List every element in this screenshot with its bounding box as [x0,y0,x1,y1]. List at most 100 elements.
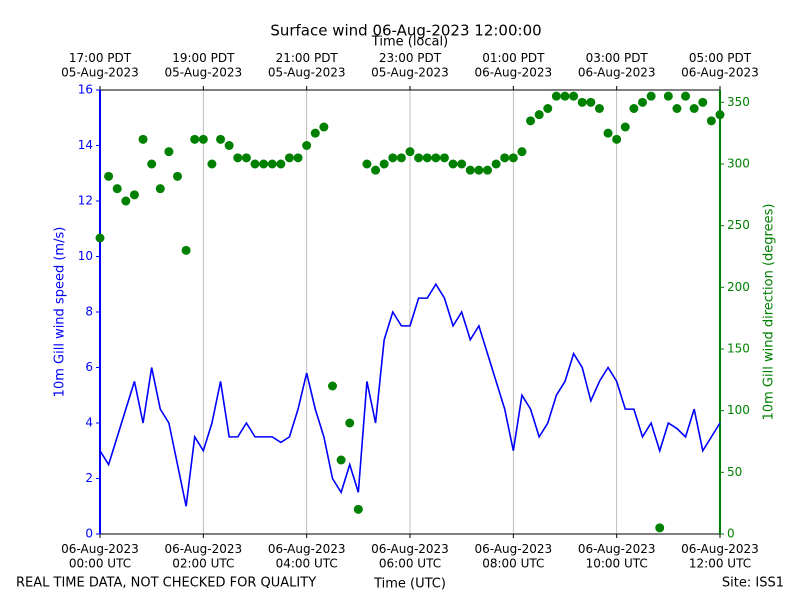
y2-tick-label: 50 [727,465,742,479]
direction-point [439,153,449,163]
direction-point [663,91,673,101]
direction-point [465,165,475,175]
direction-point [560,91,570,101]
direction-point [500,153,510,163]
x-tick-label: 06-Aug-2023 08:00 UTC [475,542,553,570]
y-tick-label: 0 [85,527,93,541]
direction-point [638,97,647,107]
direction-point [319,122,329,132]
direction-point [457,159,467,169]
direction-point [190,134,200,144]
direction-point [474,165,484,175]
y-tick-label: 8 [85,305,93,319]
x-axis-label: Time (UTC) [373,577,446,592]
x-tick-label: 06-Aug-2023 12:00 UTC [681,542,759,570]
direction-point [173,171,182,181]
direction-point [112,184,122,194]
direction-point [336,455,346,465]
x-tick-label: 06-Aug-2023 00:00 UTC [61,542,139,570]
direction-point [706,116,716,126]
direction-point [681,91,691,101]
direction-point [310,128,320,138]
y2-tick-label: 100 [727,403,750,417]
direction-point [534,110,544,120]
direction-point [396,153,406,163]
direction-point [491,159,501,169]
direction-point [371,165,381,175]
direction-point [543,104,553,113]
top-x-tick-label: 19:00 PDT 05-Aug-2023 [165,51,243,79]
chart-title: Surface wind 06-Aug-2023 12:00:00 [270,22,541,40]
direction-point [577,97,587,107]
direction-point [379,159,389,169]
direction-point [224,141,234,150]
quality-note: REAL TIME DATA, NOT CHECKED FOR QUALITY [16,576,316,591]
y-axis-label: 10m Gill wind speed (m/s) [53,227,68,398]
y2-tick-label: 150 [727,342,750,356]
site-note: Site: ISS1 [722,576,784,591]
direction-point [207,159,217,169]
speed-line [99,282,721,507]
y-tick-label: 2 [85,471,93,485]
direction-point [526,116,536,126]
direction-point [483,165,492,175]
direction-point [620,122,630,132]
y2-tick-label: 200 [727,280,750,294]
direction-point [95,233,105,243]
direction-point [715,110,725,120]
direction-point [259,159,269,169]
x-tick-label: 06-Aug-2023 06:00 UTC [371,542,449,570]
y2-tick-label: 0 [727,527,735,541]
y-tick-label: 12 [78,194,93,208]
direction-point [284,153,294,163]
top-x-tick-label: 01:00 PDT 06-Aug-2023 [475,51,553,79]
y2-axis-label: 10m Gill wind direction (degrees) [762,204,777,421]
direction-point [216,134,226,144]
y-tick-label: 6 [85,360,93,374]
direction-point [241,153,251,163]
y-tick-label: 4 [85,416,93,430]
direction-point [276,159,286,169]
direction-point [267,159,277,169]
top-x-tick-label: 23:00 PDT 05-Aug-2023 [371,51,449,79]
direction-point [388,153,398,163]
y2-tick-label: 300 [727,157,750,171]
direction-point [508,153,518,163]
direction-point [569,91,579,101]
y-tick-label: 16 [78,83,93,97]
direction-point [655,523,665,533]
direction-point [155,184,165,194]
direction-point [250,159,260,169]
top-x-tick-label: 17:00 PDT 05-Aug-2023 [61,51,139,79]
direction-point [517,147,527,157]
y2-tick-label: 250 [727,218,750,232]
direction-point [293,153,303,163]
direction-point [147,159,157,169]
direction-point [198,134,208,144]
direction-point [138,134,148,144]
y-tick-label: 14 [78,138,93,152]
direction-point [586,97,596,107]
x-tick-label: 06-Aug-2023 10:00 UTC [578,542,656,570]
y2-tick-label: 350 [727,95,750,109]
x-tick-label: 06-Aug-2023 04:00 UTC [268,542,346,570]
direction-point [603,128,613,138]
direction-point [551,91,561,101]
direction-point [431,153,441,163]
direction-point [362,159,372,169]
top-x-tick-label: 21:00 PDT 05-Aug-2023 [268,51,346,79]
direction-point [689,104,699,113]
direction-point [422,153,432,163]
direction-point [353,504,363,514]
top-x-tick-label: 05:00 PDT 06-Aug-2023 [681,51,759,79]
direction-point [646,91,656,101]
x-tick-label: 06-Aug-2023 02:00 UTC [165,542,243,570]
direction-point [164,147,174,157]
direction-point [629,104,639,113]
direction-point [612,134,622,144]
direction-point [405,147,415,157]
direction-point [121,196,131,206]
direction-point [594,104,604,113]
direction-point [104,171,114,181]
